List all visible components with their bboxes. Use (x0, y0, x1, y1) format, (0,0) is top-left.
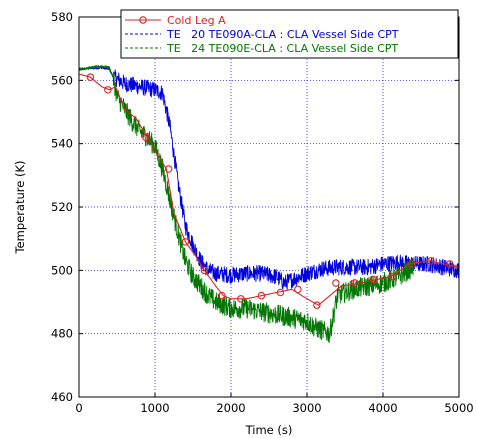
series-layer (79, 64, 459, 343)
series-marker (218, 291, 226, 300)
series-marker (389, 272, 397, 281)
x-tick-label: 5000 (444, 401, 473, 415)
x-tick-label: 1000 (140, 401, 169, 415)
series-marker (86, 73, 95, 81)
series-line-1 (79, 66, 459, 290)
series-marker (294, 285, 302, 294)
y-tick-label: 580 (51, 10, 73, 24)
legend: Cold Leg ATE 20 TE090A-CLA : CLA Vessel … (120, 9, 459, 59)
series-marker (408, 260, 416, 268)
series-marker (276, 288, 285, 297)
series-marker (104, 86, 112, 94)
legend-box (120, 9, 459, 59)
ticks: 0 1000 2000 3000 4000 5000 460 480 500 520 540 560 5… (51, 10, 474, 415)
grid (79, 17, 459, 397)
x-tick-label: 0 (75, 401, 82, 415)
x-axis-label: Time (s) (245, 423, 293, 437)
y-tick-label: 460 (51, 390, 73, 404)
series-marker (313, 301, 321, 309)
series-line-0 (79, 73, 459, 306)
y-axis-label: Temperature (K) (13, 160, 27, 254)
series-marker (332, 279, 340, 287)
series-marker (200, 266, 209, 275)
y-tick-label: 540 (51, 137, 73, 151)
legend-label: TE 20 TE090A-CLA : CLA Vessel Side CPT (166, 28, 399, 41)
series-marker (237, 295, 245, 303)
y-tick-label: 520 (51, 200, 73, 214)
legend-label: Cold Leg A (167, 14, 226, 27)
legend-label: TE 24 TE090E-CLA : CLA Vessel Side CPT (166, 42, 398, 55)
legend-marker (139, 16, 147, 24)
y-tick-label: 500 (51, 263, 73, 277)
series-marker (370, 276, 378, 284)
series-marker (181, 238, 190, 246)
series-line-2 (79, 64, 414, 343)
series-marker (427, 257, 435, 265)
x-tick-label: 3000 (292, 401, 321, 415)
y-tick-label: 480 (51, 327, 73, 341)
series-marker (446, 260, 454, 268)
y-tick-label: 560 (51, 73, 73, 87)
x-tick-label: 4000 (368, 401, 397, 415)
x-tick-label: 2000 (216, 401, 245, 415)
series-marker (257, 291, 266, 300)
series-marker (142, 133, 150, 142)
series-marker (351, 279, 359, 287)
series-marker (164, 165, 173, 173)
